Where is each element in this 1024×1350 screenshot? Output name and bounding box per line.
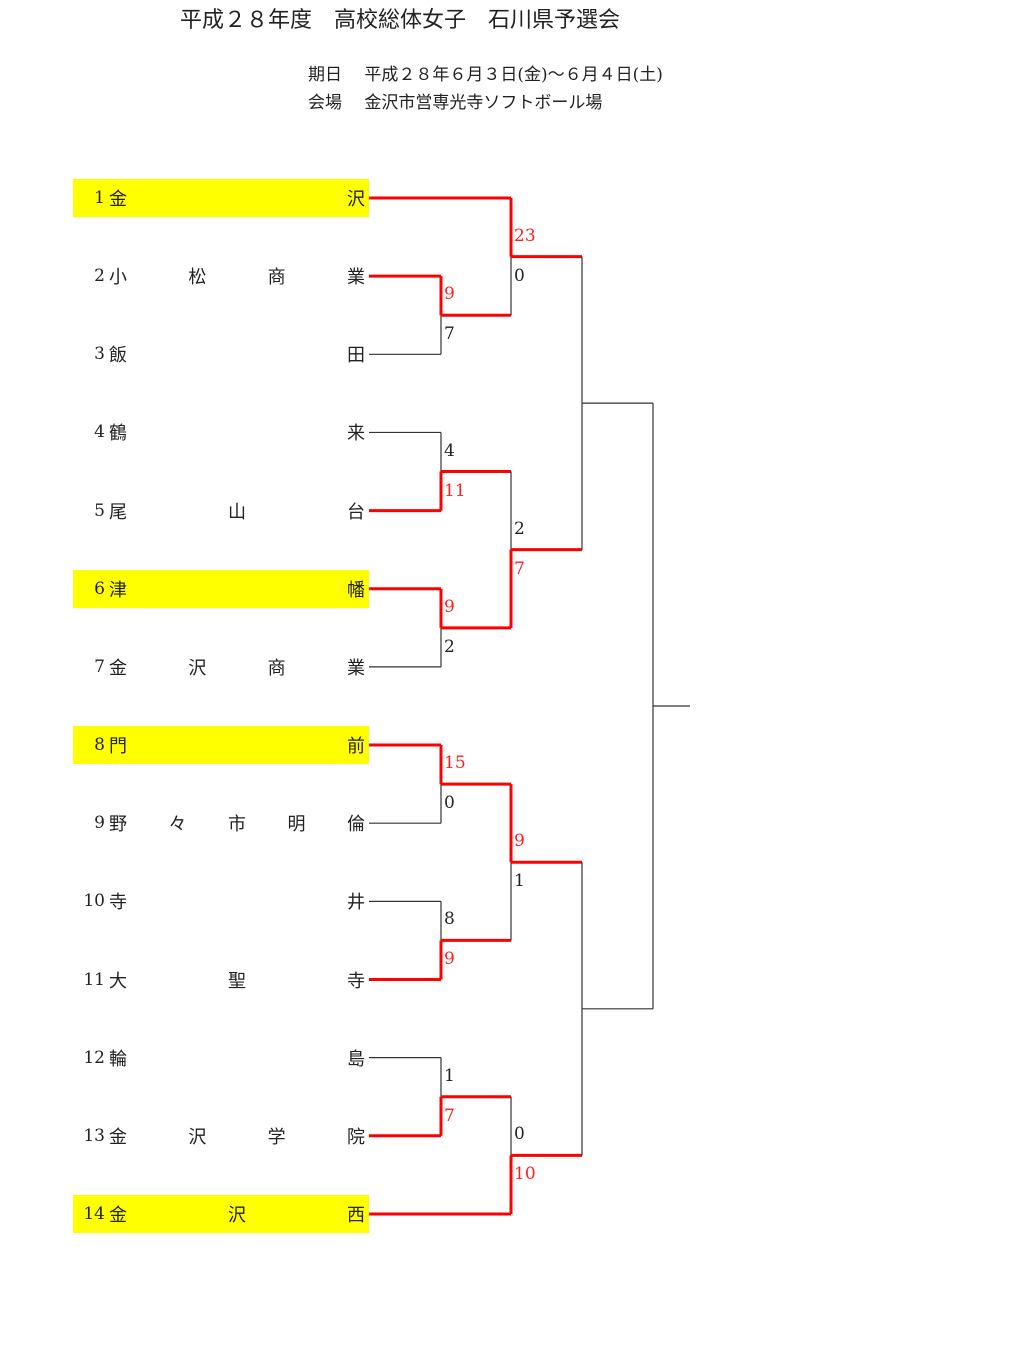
team-seed-number: 4: [94, 422, 105, 443]
losing-score: 2: [514, 518, 525, 539]
date-label: 期日: [308, 65, 342, 85]
winning-score: 7: [444, 1105, 455, 1126]
winning-score: 9: [514, 831, 525, 852]
winning-score: 11: [444, 480, 466, 501]
team-name: 鶴来: [109, 423, 365, 445]
team-seed-number: 10: [83, 891, 105, 912]
losing-score: 7: [444, 324, 455, 345]
team-row: 13 金沢学院: [73, 1117, 369, 1155]
winning-score: 9: [444, 284, 455, 305]
team-name: 寺井: [109, 892, 365, 914]
losing-score: 2: [444, 636, 455, 657]
page-title: 平成２８年度 高校総体女子 石川県予選会: [180, 8, 621, 33]
losing-score: 4: [444, 440, 455, 461]
winning-score: 23: [514, 225, 536, 246]
venue-label: 会場: [308, 93, 342, 113]
team-name: 金沢商業: [109, 657, 365, 679]
team-seed-number: 11: [83, 969, 105, 990]
date-value: 平成２８年６月３日(金)～６月４日(土): [364, 65, 663, 85]
winning-score: 10: [514, 1164, 536, 1185]
team-row: 14 金沢西: [73, 1194, 369, 1233]
losing-score: 8: [444, 909, 455, 930]
losing-score: 0: [514, 1124, 525, 1145]
winning-score: 15: [444, 753, 466, 774]
team-seed-number: 7: [94, 656, 105, 677]
team-seed-number: 5: [94, 500, 105, 521]
losing-score: 0: [514, 265, 525, 286]
team-name: 金沢西: [109, 1204, 365, 1226]
losing-score: 0: [444, 793, 455, 814]
team-seed-number: 9: [94, 813, 105, 834]
venue-value: 金沢市営専光寺ソフトボール場: [364, 93, 603, 113]
team-name: 金沢学院: [109, 1126, 365, 1148]
team-seed-number: 13: [83, 1125, 105, 1146]
team-name: 飯田: [109, 345, 365, 367]
team-seed-number: 14: [83, 1203, 105, 1224]
team-seed-number: 6: [94, 578, 105, 599]
team-seed-number: 2: [94, 266, 105, 287]
team-name: 尾山台: [109, 501, 365, 523]
team-seed-number: 1: [94, 188, 105, 208]
team-seed-number: 12: [83, 1047, 105, 1068]
date-row: 期日 平成２８年６月３日(金)～６月４日(土): [308, 60, 663, 85]
team-name: 大聖寺: [109, 970, 365, 992]
team-name: 小松商業: [109, 267, 365, 289]
team-row: 11 大聖寺: [73, 961, 369, 999]
losing-score: 1: [444, 1065, 455, 1086]
team-name: 門前: [109, 736, 365, 758]
team-row: 10 寺井: [73, 882, 369, 920]
team-seed-number: 3: [94, 344, 105, 365]
venue-row: 会場 金沢市営専光寺ソフトボール場: [308, 88, 602, 113]
team-seed-number: 8: [94, 735, 105, 756]
team-row: 12 輪島: [73, 1039, 369, 1077]
team-name: 金沢: [109, 189, 365, 210]
winning-score: 7: [514, 558, 525, 579]
winning-score: 9: [444, 949, 455, 970]
team-name: 津幡: [109, 579, 365, 601]
team-name: 輪島: [109, 1048, 365, 1070]
team-name: 野々市明倫: [109, 814, 365, 836]
losing-score: 1: [514, 871, 525, 892]
winning-score: 9: [444, 596, 455, 617]
